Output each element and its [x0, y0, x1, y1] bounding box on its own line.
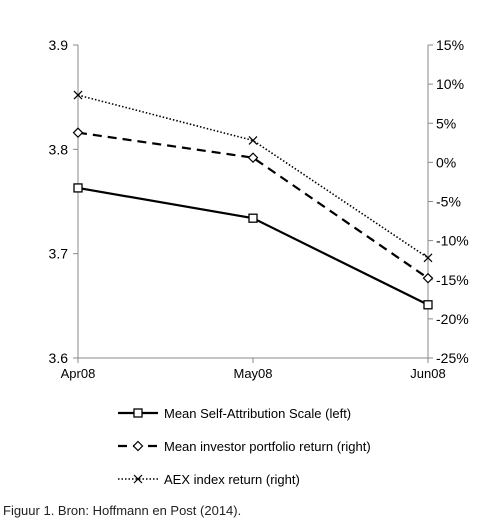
x-marker [248, 136, 258, 145]
right-axis-tick-label: 0% [436, 154, 456, 170]
series-line [77, 131, 429, 280]
series-layer [72, 90, 434, 310]
square-marker [73, 183, 83, 193]
legend-label: Mean Self-Attribution Scale (left) [164, 406, 351, 421]
legend-label: AEX index return (right) [164, 472, 300, 487]
x-axis-tick-label: Jun08 [410, 366, 445, 381]
right-axis-tick-label: 10% [436, 76, 464, 92]
figure-caption: Figuur 1. Bron: Hoffmann en Post (2014). [3, 503, 242, 518]
x-marker [73, 90, 83, 100]
left-axis-tick-label: 3.6 [49, 350, 69, 366]
right-axis-tick-label: 5% [436, 115, 456, 131]
x-axis-tick-label: May08 [233, 366, 272, 381]
diamond-marker [247, 152, 259, 164]
chart: 3.6 3.7 3.8 3.9 -25% -20% -15% -10% -5% 0% 5% 10% 15… [49, 37, 469, 487]
legend-item: Mean investor portfolio return (right) [118, 439, 371, 454]
square-marker [423, 300, 433, 310]
right-axis-tick-label: -25% [436, 350, 469, 366]
diamond-marker [132, 440, 144, 452]
x-marker [423, 253, 433, 263]
series-line [77, 186, 429, 306]
right-axis-tick-label: -20% [436, 311, 469, 327]
right-axis-tick-label: -5% [436, 194, 461, 210]
left-axis-tick-label: 3.9 [49, 37, 69, 53]
legend-item: Mean Self-Attribution Scale (left) [118, 406, 351, 421]
axes: 3.6 3.7 3.8 3.9 -25% -20% -15% -10% -5% 0% 5% 10% 15… [49, 37, 469, 381]
series-line [77, 94, 429, 259]
series-3 [73, 90, 433, 263]
legend-item: AEX index return (right) [118, 472, 300, 487]
x-marker [133, 474, 143, 484]
series-2 [72, 127, 434, 284]
series-1 [73, 183, 433, 310]
legend: Mean Self-Attribution Scale (left) Mean i… [118, 406, 371, 487]
x-axis-tick-label: Apr08 [61, 366, 96, 381]
right-axis-tick-label: -10% [436, 233, 469, 249]
left-axis-tick-label: 3.8 [49, 141, 69, 157]
diamond-marker [422, 272, 434, 284]
square-marker [133, 408, 143, 418]
diamond-marker [72, 127, 84, 138]
square-marker [248, 213, 258, 223]
left-axis-tick-label: 3.7 [49, 246, 69, 262]
legend-label: Mean investor portfolio return (right) [164, 439, 371, 454]
right-axis-tick-label: -15% [436, 272, 469, 288]
right-axis-tick-label: 15% [436, 37, 464, 53]
